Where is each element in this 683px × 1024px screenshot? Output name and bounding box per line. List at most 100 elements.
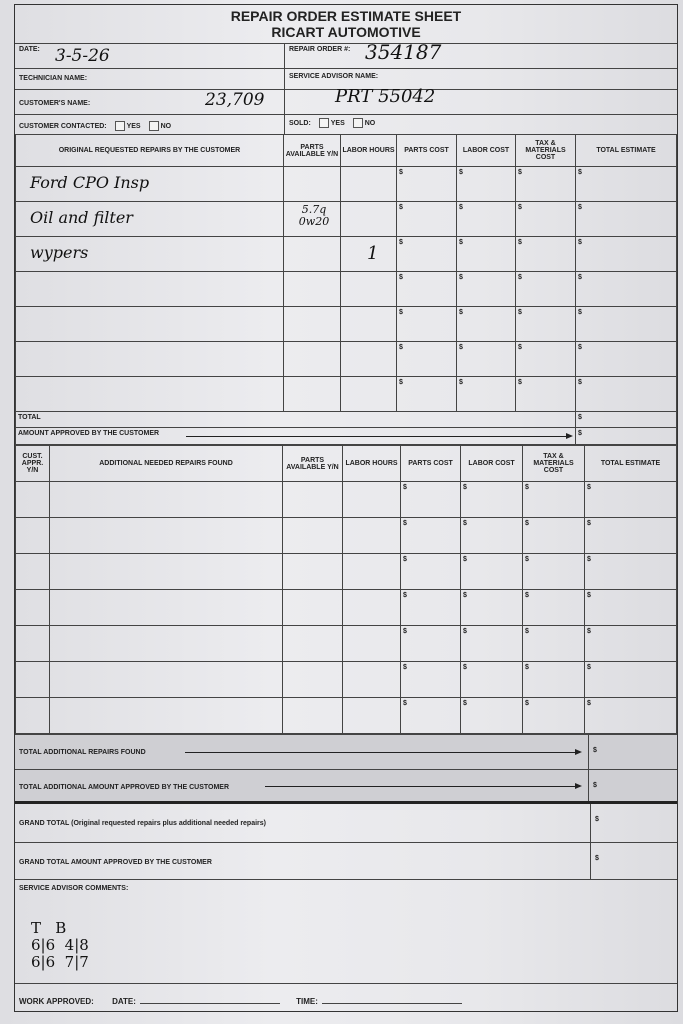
parts-available[interactable] — [283, 341, 341, 377]
cost-cell[interactable]: $ — [522, 661, 585, 698]
cost-cell[interactable]: $ — [584, 553, 677, 590]
cost-cell[interactable]: $ — [396, 166, 457, 202]
cost-cell[interactable]: $ — [584, 661, 677, 698]
parts-available[interactable] — [282, 553, 343, 590]
service-advisor-field[interactable]: SERVICE ADVISOR NAME: — [285, 69, 677, 89]
technician-field[interactable]: TECHNICIAN NAME: — [15, 69, 285, 89]
labor-hours[interactable] — [342, 625, 401, 662]
cust-approval[interactable] — [15, 589, 50, 626]
contacted-no-checkbox[interactable] — [148, 121, 159, 131]
cost-cell[interactable]: $ — [460, 661, 523, 698]
cost-cell[interactable]: $ — [456, 376, 516, 412]
cost-cell[interactable]: $ — [522, 625, 585, 662]
cost-cell[interactable]: $ — [575, 341, 677, 377]
parts-available[interactable] — [283, 271, 341, 307]
cost-cell[interactable]: $ — [460, 481, 523, 518]
cost-cell[interactable]: $ — [522, 697, 585, 734]
labor-hours[interactable] — [340, 306, 397, 342]
cost-cell[interactable]: $ — [400, 589, 461, 626]
labor-hours[interactable] — [342, 517, 401, 554]
labor-hours[interactable] — [340, 271, 397, 307]
cost-cell[interactable]: $ — [396, 271, 457, 307]
cost-cell[interactable]: $ — [575, 166, 677, 202]
cost-cell[interactable]: $ — [396, 376, 457, 412]
labor-hours[interactable] — [342, 481, 401, 518]
grand-approved-value[interactable]: $ — [595, 855, 599, 862]
total-value[interactable]: $ — [575, 411, 677, 428]
cost-cell[interactable]: $ — [575, 236, 677, 272]
advisor-name-area[interactable]: PRT 55042 — [285, 86, 677, 114]
repair-description[interactable] — [15, 271, 284, 307]
cost-cell[interactable]: $ — [584, 697, 677, 734]
cost-cell[interactable]: $ — [584, 589, 677, 626]
cost-cell[interactable]: $ — [515, 236, 576, 272]
labor-hours[interactable] — [342, 589, 401, 626]
cost-cell[interactable]: $ — [456, 271, 516, 307]
cost-cell[interactable]: $ — [456, 341, 516, 377]
cost-cell[interactable]: $ — [396, 201, 457, 237]
repair-description[interactable] — [15, 376, 284, 412]
cost-cell[interactable]: $ — [400, 481, 461, 518]
cost-cell[interactable]: $ — [575, 306, 677, 342]
parts-available[interactable]: 5.7q 0w20 — [283, 201, 341, 237]
labor-hours[interactable] — [340, 201, 397, 237]
sold-yes-checkbox[interactable] — [318, 118, 329, 128]
parts-available[interactable] — [282, 661, 343, 698]
labor-hours[interactable] — [342, 553, 401, 590]
parts-available[interactable] — [282, 589, 343, 626]
cost-cell[interactable]: $ — [460, 697, 523, 734]
repair-description[interactable]: wypers — [15, 236, 284, 272]
labor-hours[interactable] — [342, 661, 401, 698]
cost-cell[interactable]: $ — [515, 271, 576, 307]
repair-description[interactable] — [15, 306, 284, 342]
sold-no-checkbox[interactable] — [352, 118, 363, 128]
grand-total-value[interactable]: $ — [595, 816, 599, 823]
contacted-yes-checkbox[interactable] — [114, 121, 125, 131]
cost-cell[interactable]: $ — [584, 625, 677, 662]
cust-approval[interactable] — [15, 553, 50, 590]
cost-cell[interactable]: $ — [522, 481, 585, 518]
cust-approval[interactable] — [15, 481, 50, 518]
cost-cell[interactable]: $ — [515, 306, 576, 342]
labor-hours[interactable] — [340, 341, 397, 377]
approved-time-input[interactable] — [321, 994, 462, 1004]
total-additional-found-value[interactable]: $ — [593, 747, 597, 754]
cust-approval[interactable] — [15, 697, 50, 734]
labor-hours[interactable] — [340, 166, 397, 202]
cost-cell[interactable]: $ — [515, 201, 576, 237]
total-additional-approved-value[interactable]: $ — [593, 782, 597, 789]
comments-area[interactable]: SERVICE ADVISOR COMMENTS: T B 6|6 4|8 6|… — [15, 879, 677, 983]
parts-available[interactable] — [282, 697, 343, 734]
repair-description[interactable] — [49, 625, 283, 662]
cost-cell[interactable]: $ — [460, 589, 523, 626]
cost-cell[interactable]: $ — [522, 517, 585, 554]
cost-cell[interactable]: $ — [400, 661, 461, 698]
cost-cell[interactable]: $ — [584, 481, 677, 518]
cost-cell[interactable]: $ — [456, 306, 516, 342]
cost-cell[interactable]: $ — [575, 271, 677, 307]
repair-description[interactable] — [49, 697, 283, 734]
cost-cell[interactable]: $ — [522, 553, 585, 590]
parts-available[interactable] — [283, 306, 341, 342]
date-field[interactable]: DATE: 3-5-26 — [15, 44, 285, 68]
cost-cell[interactable]: $ — [400, 517, 461, 554]
approved-date-input[interactable] — [139, 994, 280, 1004]
repair-description[interactable] — [49, 589, 283, 626]
cost-cell[interactable]: $ — [396, 341, 457, 377]
cost-cell[interactable]: $ — [515, 376, 576, 412]
repair-description[interactable] — [49, 553, 283, 590]
repair-description[interactable] — [49, 661, 283, 698]
labor-hours[interactable] — [342, 697, 401, 734]
cost-cell[interactable]: $ — [400, 625, 461, 662]
cost-cell[interactable]: $ — [575, 376, 677, 412]
cost-cell[interactable]: $ — [584, 517, 677, 554]
repair-description[interactable] — [49, 481, 283, 518]
cost-cell[interactable]: $ — [396, 306, 457, 342]
cost-cell[interactable]: $ — [515, 166, 576, 202]
cost-cell[interactable]: $ — [575, 201, 677, 237]
parts-available[interactable] — [283, 376, 341, 412]
parts-available[interactable] — [282, 481, 343, 518]
parts-available[interactable] — [283, 236, 341, 272]
repair-description[interactable] — [15, 341, 284, 377]
cost-cell[interactable]: $ — [460, 553, 523, 590]
